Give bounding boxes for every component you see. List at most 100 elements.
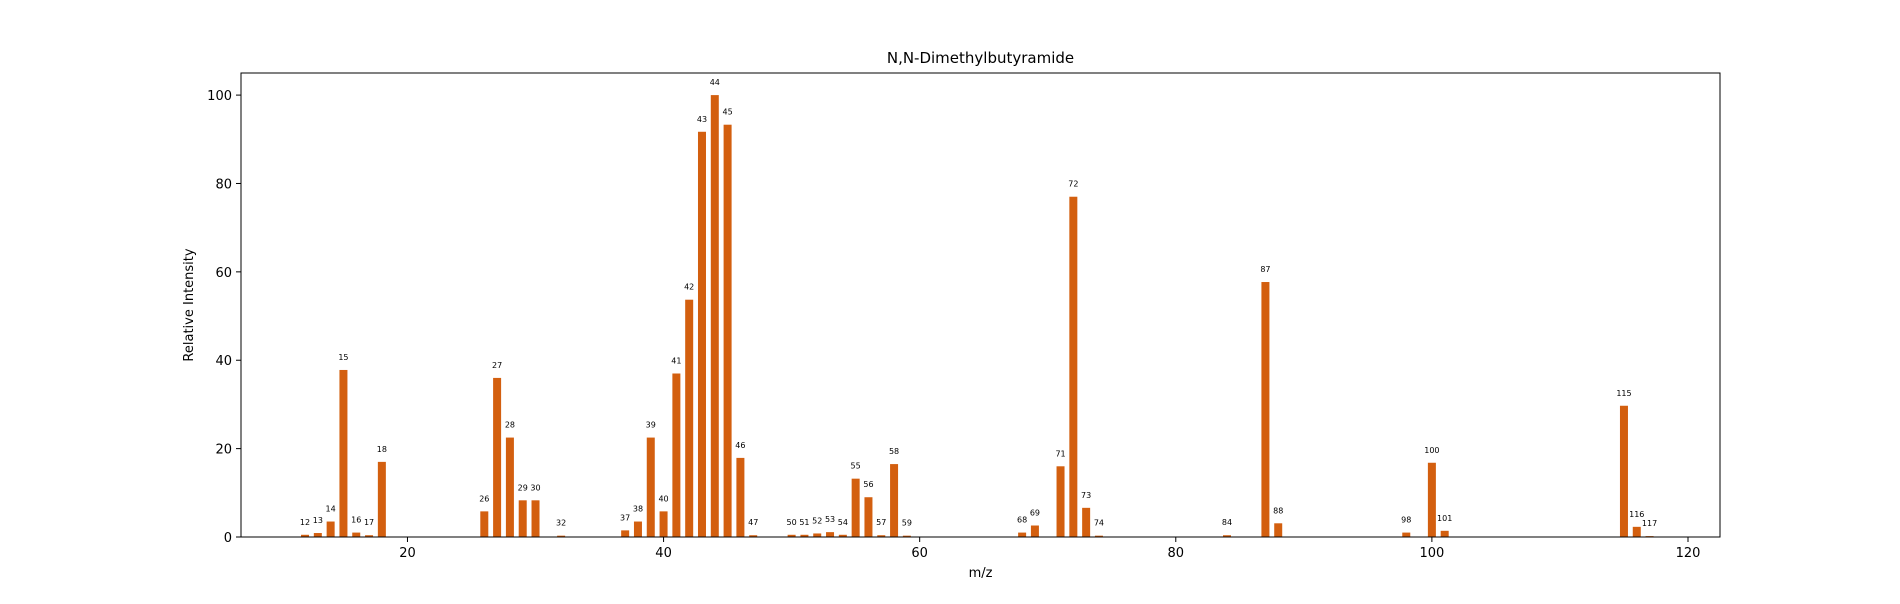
bar-label-mz-98: 98: [1401, 516, 1411, 525]
bar-mz-41: [672, 373, 681, 537]
bar-mz-74: [1094, 535, 1103, 537]
bar-mz-73: [1082, 507, 1091, 537]
bar-label-mz-16: 16: [351, 516, 361, 525]
bar-label-mz-17: 17: [364, 518, 374, 527]
bar-mz-17: [365, 535, 374, 537]
bar-label-mz-88: 88: [1273, 506, 1283, 515]
bar-mz-100: [1427, 462, 1436, 537]
bar-label-mz-100: 100: [1424, 446, 1439, 455]
bar-mz-16: [352, 532, 361, 537]
bar-mz-101: [1440, 530, 1449, 537]
bar-label-mz-116: 116: [1629, 510, 1644, 519]
bar-mz-84: [1223, 535, 1231, 537]
x-axis-ticks: 20 40 60 80 100 120: [399, 537, 1700, 561]
bar-label-mz-29: 29: [518, 483, 528, 492]
bar-label-mz-52: 52: [812, 516, 822, 525]
bar-mz-58: [890, 464, 899, 537]
bar-mz-46: [736, 457, 745, 537]
bar-mz-55: [851, 478, 860, 537]
bar-label-mz-87: 87: [1260, 265, 1270, 274]
bar-mz-54: [838, 534, 847, 537]
bar-label-mz-26: 26: [479, 494, 489, 503]
bar-mz-42: [685, 299, 694, 537]
bar-label-mz-32: 32: [556, 519, 566, 528]
bar-mz-28: [505, 437, 514, 537]
bar-mz-51: [800, 534, 809, 537]
y-tick-label: 60: [215, 266, 232, 281]
bar-mz-52: [813, 533, 822, 537]
bar-label-mz-40: 40: [658, 494, 668, 503]
x-tick-label: 80: [1168, 546, 1185, 561]
bar-mz-43: [697, 131, 706, 538]
bar-label-mz-18: 18: [377, 445, 387, 454]
chart-title: N,N-Dimethylbutyramide: [887, 49, 1074, 67]
bar-label-mz-69: 69: [1030, 509, 1040, 518]
y-tick-label: 40: [215, 354, 232, 369]
bar-mz-39: [646, 437, 655, 537]
y-tick-label: 80: [215, 177, 232, 192]
bar-label-mz-51: 51: [799, 518, 809, 527]
bar-label-mz-41: 41: [671, 356, 681, 365]
x-tick-label: 20: [399, 546, 416, 561]
bar-label-mz-57: 57: [876, 518, 886, 527]
bar-label-mz-42: 42: [684, 283, 694, 292]
bar-label-mz-14: 14: [326, 505, 336, 514]
bar-mz-38: [633, 521, 642, 537]
y-tick-label: 20: [215, 443, 232, 458]
bar-label-mz-74: 74: [1094, 519, 1104, 528]
bars-group: [301, 95, 1654, 538]
bar-label-mz-12: 12: [300, 518, 310, 527]
bar-label-mz-55: 55: [851, 462, 861, 471]
bar-mz-37: [621, 530, 630, 537]
bar-label-mz-58: 58: [889, 447, 899, 456]
bar-mz-68: [1018, 532, 1027, 537]
x-axis-label: m/z: [969, 566, 993, 581]
bar-label-mz-45: 45: [723, 108, 733, 117]
bar-mz-88: [1274, 523, 1283, 537]
bar-label-mz-46: 46: [735, 441, 745, 450]
bar-label-mz-43: 43: [697, 115, 707, 124]
bar-label-mz-56: 56: [863, 480, 873, 489]
bar-mz-57: [877, 535, 886, 537]
bar-label-mz-117: 117: [1642, 519, 1657, 528]
y-axis-ticks: 0 20 40 60 80 100: [207, 89, 241, 546]
bar-mz-32: [557, 535, 566, 537]
y-axis-label: Relative Intensity: [182, 248, 197, 361]
bar-mz-30: [531, 500, 540, 537]
bar-label-mz-38: 38: [633, 505, 643, 514]
bar-mz-47: [749, 535, 758, 537]
bar-mz-53: [826, 532, 835, 537]
bar-label-mz-68: 68: [1017, 516, 1027, 525]
bar-label-mz-27: 27: [492, 361, 502, 370]
bar-mz-27: [493, 377, 502, 537]
bar-mz-56: [864, 497, 873, 537]
bar-label-mz-115: 115: [1616, 389, 1631, 398]
bar-mz-44: [710, 95, 719, 537]
bar-mz-71: [1056, 466, 1065, 537]
bar-mz-18: [377, 461, 386, 537]
bar-label-mz-39: 39: [646, 421, 656, 430]
bar-label-mz-47: 47: [748, 518, 758, 527]
x-tick-label: 120: [1676, 546, 1701, 561]
bar-label-mz-30: 30: [530, 483, 540, 492]
y-tick-label: 100: [207, 89, 232, 104]
y-tick-label: 0: [224, 531, 232, 546]
bar-label-mz-53: 53: [825, 515, 835, 524]
bar-label-mz-37: 37: [620, 513, 630, 522]
plot-frame: [240, 72, 1721, 538]
bar-mz-72: [1069, 196, 1078, 537]
bar-mz-98: [1402, 532, 1411, 537]
bar-label-mz-54: 54: [838, 518, 848, 527]
bar-label-mz-13: 13: [313, 516, 323, 525]
bar-mz-87: [1261, 282, 1270, 537]
bar-mz-45: [723, 124, 732, 538]
bar-label-mz-101: 101: [1437, 514, 1452, 523]
bar-mz-116: [1632, 526, 1641, 537]
bar-mz-26: [480, 511, 489, 537]
bar-mz-59: [902, 535, 911, 537]
bar-mz-29: [518, 500, 527, 537]
bar-label-mz-72: 72: [1068, 180, 1078, 189]
